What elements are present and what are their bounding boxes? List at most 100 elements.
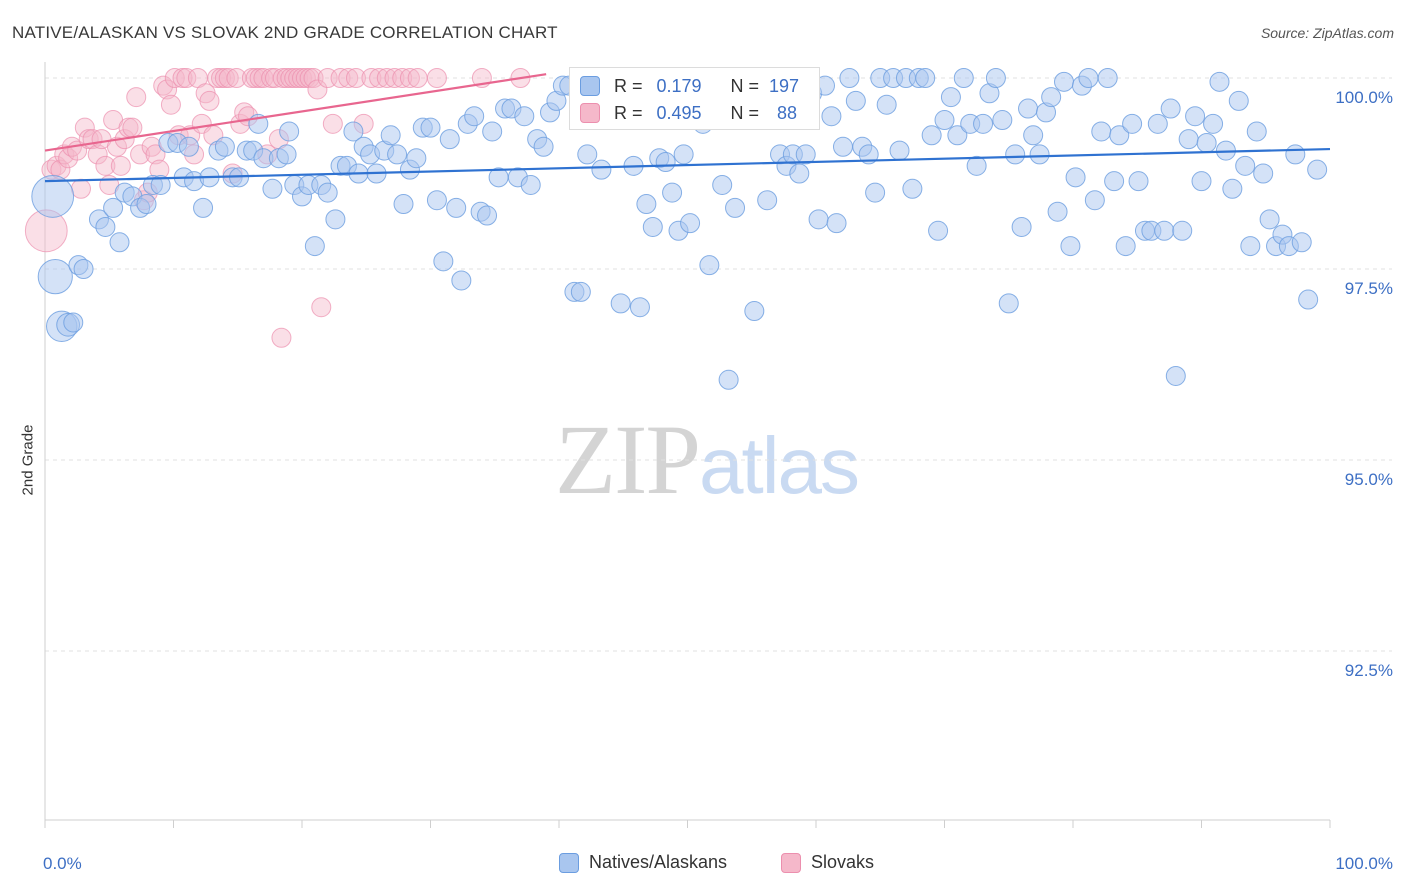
slovak-point [54, 144, 75, 165]
native-alaskan-point [387, 144, 408, 165]
y-tick-label: 97.5% [1345, 279, 1393, 298]
native-alaskan-point [998, 293, 1019, 314]
legend-swatch-blue [580, 76, 600, 96]
native-alaskan-point [1291, 232, 1312, 253]
native-alaskan-point [1091, 121, 1112, 142]
legend-swatch-pink [580, 103, 600, 123]
native-alaskan-point [1228, 90, 1249, 111]
native-alaskan-point [953, 68, 974, 88]
native-alaskan-point [662, 182, 683, 203]
native-alaskan-point [406, 148, 427, 169]
native-alaskan-point [1196, 132, 1217, 153]
native-alaskan-point [1078, 68, 1099, 88]
slovak-point [271, 327, 292, 348]
native-alaskan-point [725, 197, 746, 218]
watermark-zip: ZIP [555, 404, 701, 515]
native-alaskan-point [1065, 167, 1086, 188]
slovak-point [122, 117, 143, 138]
native-alaskan-point [928, 220, 949, 241]
native-alaskan-point [966, 155, 987, 176]
native-alaskan-point [464, 106, 485, 127]
native-alaskan-point [1307, 159, 1328, 180]
native-alaskan-point [858, 144, 879, 165]
native-alaskan-point [591, 159, 612, 180]
slovak-point [322, 113, 343, 134]
native-alaskan-point [1147, 113, 1168, 134]
legend-r-value: 0.495 [656, 102, 702, 123]
slovak-point [176, 68, 197, 88]
legend-item-slovaks[interactable]: Slovaks [781, 852, 874, 873]
native-alaskan-point [680, 213, 701, 234]
y-tick-label: 92.5% [1345, 661, 1393, 680]
legend-item-natives[interactable]: Natives/Alaskans [559, 852, 727, 873]
slovak-point [307, 79, 328, 100]
slovak-point [426, 68, 447, 88]
native-alaskan-point [262, 178, 283, 199]
native-alaskan-point [451, 270, 472, 291]
native-alaskan-point [1165, 365, 1186, 386]
series-legend: Natives/Alaskans Slovaks [0, 852, 1406, 878]
native-alaskan-point [214, 136, 235, 157]
legend-r-value: 0.179 [656, 75, 702, 96]
slovak-point [46, 155, 67, 176]
native-alaskan-point [178, 136, 199, 157]
native-alaskan-point [865, 182, 886, 203]
slovak-point [164, 68, 185, 88]
slovak-point [74, 117, 95, 138]
legend-row-slovaks: R = 0.495 N = 88 [580, 101, 797, 125]
y-tick-label: 95.0% [1345, 470, 1393, 489]
legend-n-label: N = [730, 102, 760, 123]
native-alaskan-point [1253, 163, 1274, 184]
correlation-legend: R = 0.179 N = 197 R = 0.495 N = 88 [569, 67, 820, 130]
native-alaskan-point [1185, 106, 1206, 127]
native-alaskan-point [915, 68, 936, 88]
native-alaskan-point [37, 259, 73, 295]
native-alaskan-point [1047, 201, 1068, 222]
native-alaskan-point [1041, 87, 1062, 108]
native-alaskan-point [947, 125, 968, 146]
native-alaskan-point [1104, 171, 1125, 192]
slovak-point [87, 144, 108, 165]
slovak-point [399, 68, 420, 88]
native-alaskan-point [1023, 125, 1044, 146]
native-alaskan-point [193, 197, 214, 218]
native-alaskan-point [673, 144, 694, 165]
slovak-point [303, 68, 324, 88]
slovak-point [199, 90, 220, 111]
native-alaskan-point [31, 175, 75, 218]
native-alaskan-point [1285, 144, 1306, 165]
native-alaskan-point [1178, 129, 1199, 150]
slovak-point [384, 68, 405, 88]
native-alaskan-point [520, 174, 541, 195]
legend-swatch-blue [559, 852, 579, 873]
trend-lines [44, 73, 1331, 183]
native-alaskan-point [699, 255, 720, 276]
native-alaskan-point [629, 297, 650, 318]
native-alaskan-point [1060, 236, 1081, 257]
native-alaskan-point [95, 216, 116, 237]
native-alaskan-point [1128, 171, 1149, 192]
legend-n-value: 197 [769, 75, 800, 96]
native-alaskan-point [642, 216, 663, 237]
watermark-atlas: atlas [699, 421, 860, 510]
native-alaskan-point [533, 136, 554, 157]
native-alaskan-point [992, 110, 1013, 131]
native-alaskan-point [757, 190, 778, 211]
native-alaskan-point [420, 117, 441, 138]
slovak-point [376, 68, 397, 88]
native-alaskan-point [304, 236, 325, 257]
native-alaskan-point [1172, 220, 1193, 241]
native-alaskan-point [808, 209, 829, 230]
native-alaskan-point [1109, 125, 1130, 146]
native-alaskan-point [570, 281, 591, 302]
native-alaskan-point [1259, 209, 1280, 230]
native-alaskan-point [832, 136, 853, 157]
native-alaskan-point [1115, 236, 1136, 257]
native-alaskan-point [1018, 98, 1039, 119]
watermark: ZIPatlas [555, 402, 860, 517]
native-alaskan-point [317, 182, 338, 203]
slovak-point [361, 68, 382, 88]
native-alaskan-point [426, 190, 447, 211]
native-alaskan-point [343, 121, 364, 142]
slovak-point [160, 94, 181, 115]
